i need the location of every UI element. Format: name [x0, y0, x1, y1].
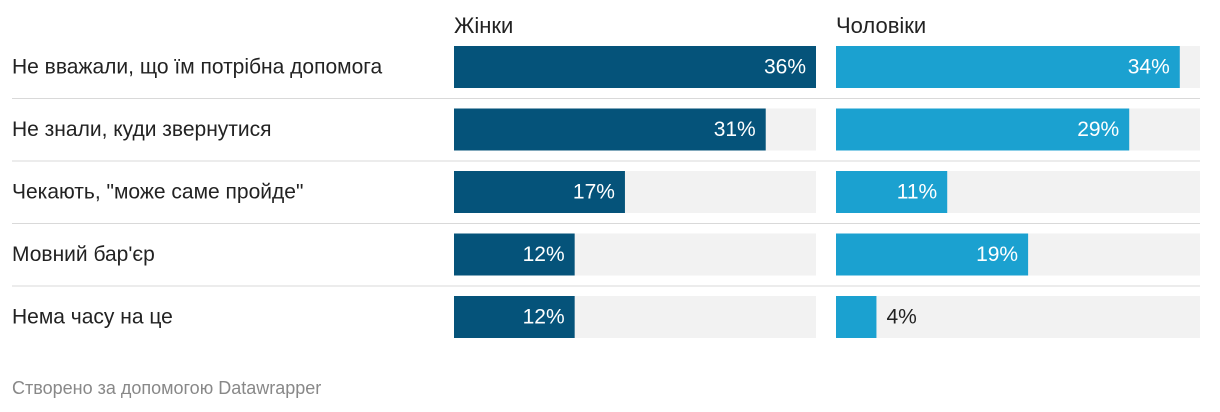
- series-header: Чоловіки: [836, 13, 926, 38]
- category-label: Мовний бар'єр: [12, 243, 155, 266]
- data-label: 11%: [897, 181, 937, 204]
- bar: [454, 46, 816, 88]
- category-label: Чекають, "може саме пройде": [12, 181, 303, 204]
- footer-credit: Створено за допомогою Datawrapper: [12, 378, 321, 398]
- bar: [454, 233, 575, 276]
- bar: [454, 171, 625, 213]
- category-label: Не знали, куди звернутися: [12, 118, 272, 141]
- bar: [454, 108, 766, 151]
- data-label: 36%: [764, 56, 806, 79]
- data-label: 12%: [523, 306, 565, 329]
- bar: [836, 46, 1180, 88]
- data-label: 17%: [573, 181, 615, 204]
- category-label: Не вважали, що їм потрібна допомога: [12, 56, 382, 79]
- data-label: 19%: [976, 243, 1018, 266]
- data-label: 34%: [1128, 56, 1170, 79]
- bar: [836, 108, 1130, 151]
- data-label: 29%: [1077, 118, 1119, 141]
- bar: [836, 171, 948, 213]
- data-label: 12%: [523, 243, 565, 266]
- bar: [454, 296, 575, 338]
- series-header: Жінки: [454, 13, 513, 38]
- data-label: 4%: [886, 306, 916, 329]
- bar-track: [836, 296, 1200, 338]
- bar: [836, 296, 877, 338]
- category-label: Нема часу на це: [12, 306, 173, 329]
- bar: [836, 233, 1029, 276]
- data-label: 31%: [714, 118, 756, 141]
